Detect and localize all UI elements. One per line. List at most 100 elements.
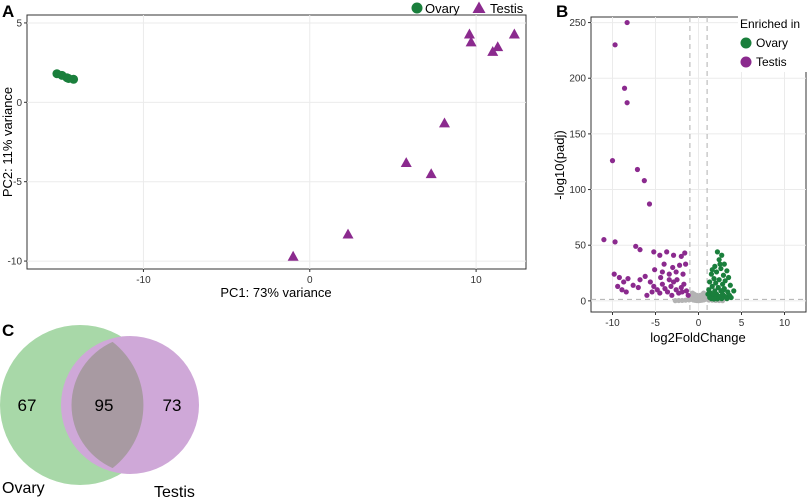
- volcano-point-testis: [634, 166, 641, 173]
- volcano-point-testis: [611, 271, 617, 277]
- pca-y-axis-label: PC2: 11% variance: [0, 87, 15, 197]
- volcano-point-testis: [625, 276, 631, 282]
- volcano-point-ovary: [711, 296, 717, 302]
- pca-point-testis: [465, 36, 477, 47]
- pca-legend-testis-marker: [472, 1, 486, 13]
- venn-testis-label: Testis: [154, 484, 195, 499]
- volcano-points: [601, 19, 737, 304]
- volcano-y-tick-label: 250: [569, 18, 586, 29]
- volcano-x-axis-label: log2FoldChange: [650, 330, 745, 345]
- volcano-x-tick-label: -5: [651, 318, 660, 329]
- pca-gridlines: [27, 15, 526, 269]
- pca-point-testis: [487, 46, 499, 56]
- volcano-point-testis: [666, 277, 672, 283]
- volcano-point-testis: [661, 261, 667, 267]
- volcano-legend: Enriched in Ovary Testis: [738, 16, 808, 72]
- venn-ovary-label: Ovary: [2, 480, 45, 497]
- volcano-point-testis: [621, 279, 627, 285]
- pca-y-tick-label: -5: [13, 177, 22, 188]
- volcano-x-tick-label: 10: [779, 318, 791, 329]
- volcano-point-ovary: [716, 257, 722, 263]
- volcano-legend-testis-label: Testis: [756, 55, 787, 69]
- volcano-point-testis: [683, 288, 690, 294]
- volcano-point-not-significant: [701, 290, 707, 296]
- volcano-point-ovary: [731, 288, 737, 294]
- volcano-point-testis: [680, 271, 686, 277]
- pca-point-testis: [463, 28, 475, 39]
- panel-label-a: A: [2, 2, 14, 21]
- volcano-point-testis: [657, 252, 663, 258]
- volcano-point-not-significant: [689, 290, 696, 296]
- pca-plot-area: [26, 14, 527, 270]
- volcano-point-ovary: [714, 249, 721, 255]
- volcano-point-testis: [674, 277, 680, 283]
- venn-overlap-count: 95: [95, 396, 114, 415]
- volcano-point-testis: [633, 243, 639, 249]
- volcano-point-testis: [659, 269, 665, 275]
- pca-point-testis: [425, 168, 437, 179]
- pca-point-ovary: [64, 74, 74, 83]
- volcano-x-tick-label: -10: [605, 318, 620, 329]
- volcano-point-ovary: [719, 252, 725, 258]
- volcano-point-testis: [616, 274, 622, 281]
- volcano-panel: B -10 -5 0 5 10 0 50 100 150 200 250 log2FoldChan…: [552, 2, 808, 345]
- venn-overlap-region: [71, 341, 144, 469]
- volcano-x-ticks: -10 -5 0 5 10: [605, 312, 790, 329]
- volcano-gridlines: [591, 17, 806, 312]
- volcano-point-ovary: [707, 279, 713, 285]
- volcano-legend-ovary-marker: [740, 37, 752, 49]
- volcano-point-ovary: [717, 261, 723, 267]
- volcano-point-testis: [621, 85, 628, 91]
- volcano-point-testis: [668, 283, 674, 289]
- volcano-point-ovary: [721, 261, 727, 267]
- volcano-point-testis: [683, 261, 689, 267]
- volcano-point-testis: [637, 277, 643, 283]
- pca-x-ticks: -10 0 10: [136, 269, 482, 286]
- volcano-legend-title: Enriched in: [740, 17, 800, 31]
- volcano-point-not-significant: [672, 298, 678, 304]
- volcano-y-tick-label: 150: [569, 129, 586, 140]
- panel-label-c: C: [2, 321, 14, 340]
- panel-label-b: B: [556, 2, 568, 21]
- volcano-point-testis: [624, 100, 630, 106]
- pca-x-tick-label: -10: [136, 275, 151, 286]
- volcano-point-ovary: [705, 291, 711, 297]
- volcano-point-testis: [641, 178, 647, 184]
- pca-points: [52, 28, 520, 261]
- volcano-point-testis: [652, 267, 658, 273]
- volcano-y-tick-label: 0: [580, 296, 586, 307]
- pca-legend-ovary-label: Ovary: [425, 1, 460, 16]
- volcano-point-testis: [651, 283, 657, 289]
- volcano-point-testis: [601, 237, 607, 243]
- pca-legend-testis-label: Testis: [490, 1, 524, 16]
- volcano-point-testis: [682, 250, 688, 256]
- volcano-y-ticks: 0 50 100 150 200 250: [569, 18, 591, 307]
- venn-testis-only-count: 73: [163, 396, 182, 415]
- volcano-point-testis: [649, 289, 655, 295]
- pca-y-ticks: -10 -5 0 5: [8, 18, 27, 268]
- volcano-point-testis: [676, 262, 683, 268]
- volcano-threshold-lines: [591, 17, 806, 312]
- volcano-point-ovary: [719, 281, 726, 287]
- volcano-point-testis: [681, 281, 687, 287]
- venn-ovary-only-count: 67: [18, 396, 37, 415]
- volcano-point-testis: [679, 289, 685, 295]
- volcano-point-testis: [642, 273, 648, 279]
- volcano-point-ovary: [720, 287, 727, 293]
- volcano-point-ovary: [727, 282, 733, 288]
- volcano-y-tick-label: 50: [575, 241, 587, 252]
- volcano-point-testis: [612, 42, 618, 48]
- volcano-point-testis: [623, 289, 629, 295]
- pca-point-testis: [438, 117, 450, 128]
- pca-y-tick-label: 5: [16, 18, 22, 29]
- volcano-point-ovary: [716, 277, 722, 283]
- volcano-point-ovary: [709, 283, 715, 289]
- volcano-point-ovary: [709, 267, 715, 273]
- pca-legend: Ovary Testis: [411, 1, 524, 16]
- volcano-point-testis: [651, 249, 657, 255]
- volcano-point-ovary: [724, 268, 730, 274]
- volcano-point-testis: [612, 239, 618, 245]
- volcano-point-testis: [678, 253, 684, 259]
- volcano-point-testis: [644, 292, 650, 298]
